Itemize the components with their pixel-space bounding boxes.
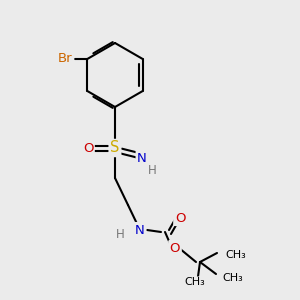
Text: CH₃: CH₃: [222, 273, 243, 283]
Text: O: O: [83, 142, 93, 154]
Text: CH₃: CH₃: [225, 250, 246, 260]
Text: N: N: [137, 152, 147, 164]
Text: O: O: [175, 212, 185, 224]
Text: H: H: [116, 227, 124, 241]
Text: Br: Br: [58, 52, 73, 65]
Text: S: S: [110, 140, 120, 155]
Text: CH₃: CH₃: [184, 277, 206, 287]
Text: H: H: [148, 164, 156, 176]
Text: N: N: [135, 224, 145, 236]
Text: O: O: [170, 242, 180, 254]
